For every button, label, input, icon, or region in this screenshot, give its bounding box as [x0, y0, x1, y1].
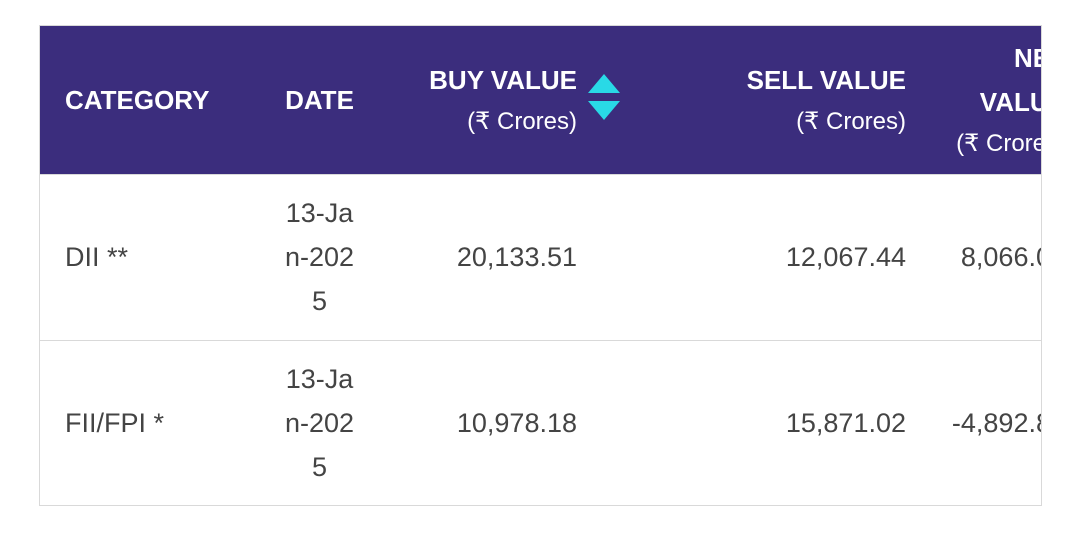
cell-net-value: -4,892.84 — [951, 408, 1041, 439]
header-buy-value[interactable]: BUY VALUE (₹ Crores) — [381, 26, 577, 174]
header-buy-value-label: BUY VALUE — [429, 64, 577, 95]
cell-date: 13-Jan-2025 — [258, 340, 381, 505]
cell-net-value: 8,066.07 — [960, 242, 1041, 272]
table-row: FII/FPI * 13-Jan-2025 10,978.18 15,871.0… — [40, 340, 1041, 505]
header-net-value[interactable]: NET VALUE (₹ Crores) — [906, 26, 1041, 174]
cell-spacer — [577, 340, 625, 505]
header-sell-value[interactable]: SELL VALUE (₹ Crores) — [625, 26, 906, 174]
cell-date: 13-Jan-2025 — [258, 174, 381, 340]
cell-category: DII ** — [65, 242, 129, 272]
header-buy-value-unit: (₹ Crores) — [467, 107, 577, 135]
cell-sell-value: 12,067.44 — [785, 242, 906, 272]
header-date-label: DATE — [285, 84, 354, 115]
sort-descending-icon[interactable] — [588, 100, 620, 120]
header-sell-value-unit: (₹ Crores) — [796, 107, 906, 135]
header-date[interactable]: DATE — [258, 26, 381, 174]
cell-category: FII/FPI * — [65, 408, 165, 439]
header-row: CATEGORY DATE BUY VALUE (₹ Crores) SELL — [40, 26, 1041, 174]
fii-dii-table-container: CATEGORY DATE BUY VALUE (₹ Crores) SELL — [39, 25, 1042, 506]
sort-up-down-icon[interactable] — [588, 73, 620, 126]
cell-spacer — [577, 174, 625, 340]
cell-date-text: 13-Jan-2025 — [284, 364, 355, 483]
cell-buy-value: 10,978.18 — [456, 408, 577, 439]
header-sell-value-label: SELL VALUE — [746, 64, 906, 95]
header-category[interactable]: CATEGORY — [40, 26, 258, 174]
header-sort-cell — [577, 26, 625, 174]
table-row: DII ** 13-Jan-2025 20,133.51 12,067.44 8… — [40, 174, 1041, 340]
header-net-value-line1: NET — [1014, 42, 1041, 73]
header-net-value-unit: (₹ Crores) — [956, 129, 1041, 157]
header-category-label: CATEGORY — [65, 84, 210, 115]
table-header: CATEGORY DATE BUY VALUE (₹ Crores) SELL — [40, 26, 1041, 174]
cell-sell-value: 15,871.02 — [785, 408, 906, 439]
header-net-value-line2: VALUE — [979, 86, 1041, 117]
sort-ascending-icon[interactable] — [588, 73, 620, 93]
table-body: DII ** 13-Jan-2025 20,133.51 12,067.44 8… — [40, 174, 1041, 505]
cell-buy-value: 20,133.51 — [456, 242, 577, 272]
fii-dii-table: CATEGORY DATE BUY VALUE (₹ Crores) SELL — [40, 26, 1041, 505]
cell-date-text: 13-Jan-2025 — [284, 198, 355, 316]
